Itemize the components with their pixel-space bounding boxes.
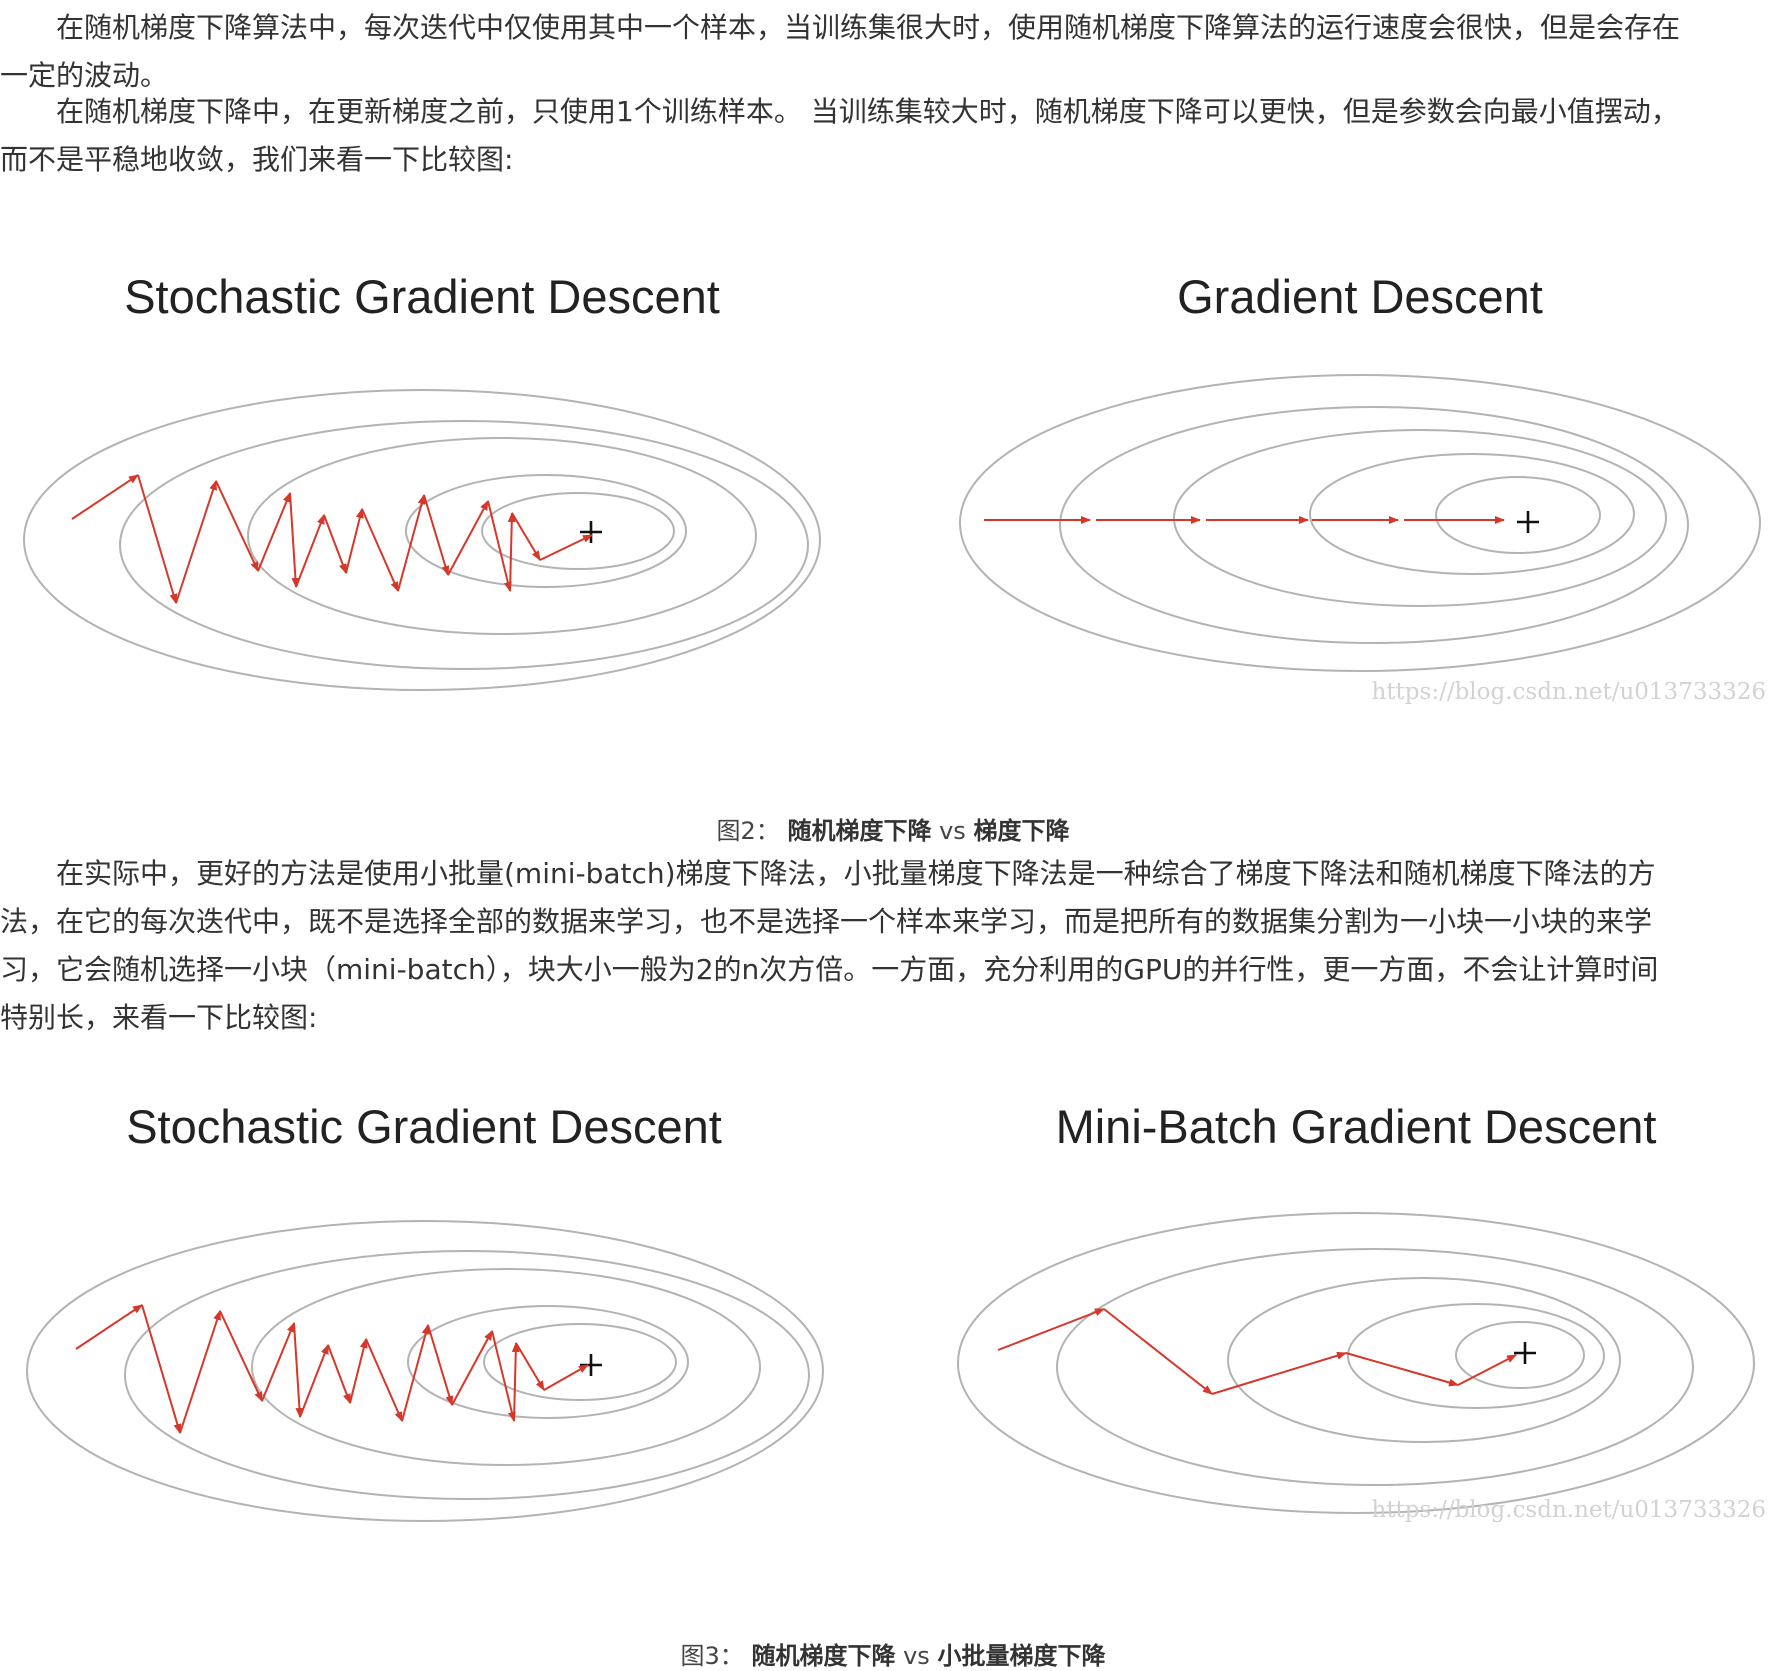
contour-ring [407,1305,689,1419]
arrow-icon [257,492,291,572]
caption-vs: vs [939,817,966,845]
contour-ring [247,437,757,635]
contour-ring [251,1268,761,1466]
contour-ring [1455,1321,1585,1389]
text-line: 在随机梯度下降算法中，每次迭代中仅使用其中一个样本，当训练集很大时，使用随机梯度… [0,11,1681,44]
contour-ring [405,474,687,588]
text-line: 习，它会随机选择一小块（mini-batch），块大小一般为2的n次方倍。一方面… [0,953,1659,986]
contour-ring [1059,406,1689,644]
contour-ring [957,1212,1755,1514]
contour-plot-right [957,1212,1755,1514]
caption-right: 梯度下降 [973,817,1070,845]
caption-prefix: 图3： [680,1642,744,1670]
arrow-icon [289,492,300,588]
arrow-icon [1345,1352,1459,1387]
contour-ring [124,1250,810,1500]
contour-ring [1309,453,1635,575]
arrow-icon [365,1338,403,1422]
text-line: 一定的波动。 [0,59,169,92]
arrow-icon [539,534,593,561]
sgd-path [71,474,593,604]
arrow-icon [219,1310,263,1402]
arrow-icon [1457,1354,1517,1386]
arrow-icon [401,1324,430,1422]
paragraph-sgd-detail: 在随机梯度下降中，在更新梯度之前，只使用1个训练样本。 当训练集较大时，随机梯度… [0,88,1786,184]
arrow-icon [511,1342,520,1422]
paragraph-mini-batch: 在实际中，更好的方法是使用小批量(mini-batch)梯度下降法，小批量梯度下… [0,850,1786,1042]
plus-icon [1514,1342,1536,1364]
contour-plot-left [26,1220,824,1522]
contour-ring [119,420,809,670]
figure-3-caption: 图3： 随机梯度下降 vs 小批量梯度下降 [0,1636,1786,1671]
text-line: 特别长，来看一下比较图: [0,1001,318,1034]
arrow-icon [997,1308,1105,1351]
arrow-icon [215,480,259,572]
arrow-icon [1211,1351,1347,1395]
arrow-icon [515,1342,545,1391]
contour-ring [483,1323,677,1401]
contour-ring [23,389,821,691]
arrow-icon [179,1310,221,1434]
caption-right: 小批量梯度下降 [937,1642,1106,1670]
mini-batch-path [997,1308,1517,1395]
arrow-icon [487,500,512,592]
arrow-icon [397,494,426,592]
arrow-icon [71,474,139,520]
watermark-text: https://blog.csdn.net/u013733326 [1372,679,1767,705]
arrow-icon [295,514,325,588]
sgd-path [75,1304,589,1434]
contour-ring [1347,1303,1605,1409]
arrow-icon [327,1344,351,1404]
arrow-icon [1103,1308,1213,1395]
caption-prefix: 图2： [716,817,780,845]
contour-ring [26,1220,824,1522]
arrow-icon [451,1330,493,1406]
arrow-icon [491,1330,516,1422]
arrow-icon [75,1304,143,1350]
caption-left: 随机梯度下降 [787,817,932,845]
contour-ring [1173,429,1667,607]
contour-ring [1435,476,1601,554]
arrow-icon [299,1344,329,1418]
plus-icon [580,1354,602,1376]
arrow-icon [511,512,541,561]
arrow-icon [323,514,347,574]
arrow-icon [345,508,364,574]
figure-2-right-title: Gradient Descent [1177,270,1543,323]
contour-ring [959,374,1761,672]
figure-2-sgd-vs-gd: Stochastic Gradient Descent Gradient Des… [23,270,1767,705]
arrow-icon [427,1324,454,1406]
caption-left: 随机梯度下降 [751,1642,896,1670]
arrow-icon [447,500,489,576]
text-line: 法，在它的每次迭代中，既不是选择全部的数据来学习，也不是选择一个样本来学习，而是… [0,905,1653,938]
contour-ring [1227,1277,1621,1443]
arrow-icon [261,1322,295,1402]
arrow-icon [175,480,217,604]
text-line: 在实际中，更好的方法是使用小批量(mini-batch)梯度下降法，小批量梯度下… [0,857,1656,890]
text-line: 而不是平稳地收敛，我们来看一下比较图: [0,143,514,176]
text-line: 在随机梯度下降中，在更新梯度之前，只使用1个训练样本。 当训练集较大时，随机梯度… [0,95,1679,128]
figure-2-left-title: Stochastic Gradient Descent [124,270,720,323]
caption-vs: vs [903,1642,930,1670]
figure-2-caption: 图2： 随机梯度下降 vs 梯度下降 [0,811,1786,846]
arrow-icon [141,1304,182,1434]
arrow-icon [293,1322,304,1418]
arrow-icon [349,1338,368,1404]
plus-icon [1517,511,1539,533]
watermark-text: https://blog.csdn.net/u013733326 [1372,1497,1767,1523]
contour-ring [1056,1248,1694,1486]
arrow-icon [423,494,450,576]
arrow-icon [543,1364,589,1391]
figure-3-right-title: Mini-Batch Gradient Descent [1056,1100,1657,1153]
contour-plot-right [959,374,1761,672]
contour-plot-left [23,389,821,691]
contour-ring [481,492,675,570]
paragraph-sgd-intro: 在随机梯度下降算法中，每次迭代中仅使用其中一个样本，当训练集很大时，使用随机梯度… [0,4,1786,100]
arrow-icon [361,508,399,592]
figure-3-sgd-vs-mini-batch: Stochastic Gradient Descent Mini-Batch G… [26,1100,1767,1523]
figure-3-left-title: Stochastic Gradient Descent [126,1100,722,1153]
arrow-icon [137,474,178,604]
arrow-icon [507,512,516,592]
